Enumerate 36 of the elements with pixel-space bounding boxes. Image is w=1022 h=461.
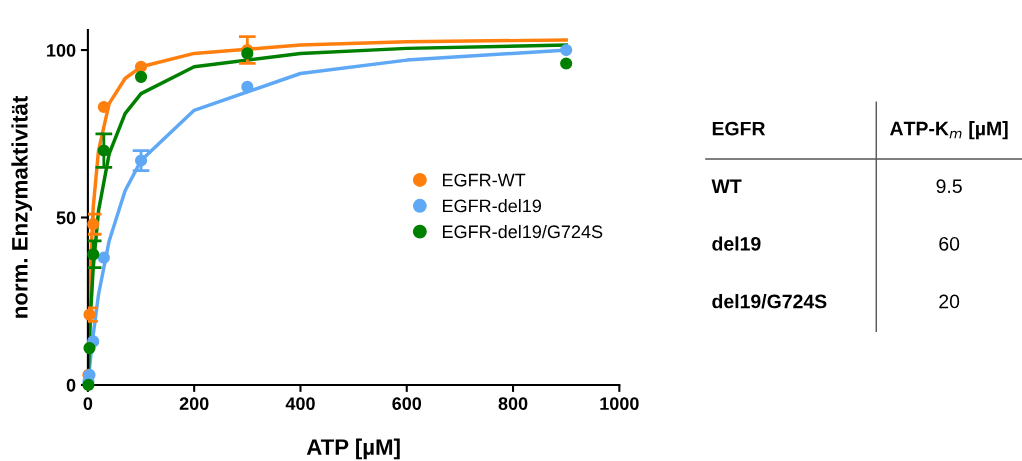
legend-label: EGFR-WT [443, 173, 526, 187]
y-tick-label: 50 [56, 211, 76, 225]
point [97, 251, 110, 264]
point [134, 70, 148, 83]
x-tick-label: 0 [83, 397, 93, 410]
point [97, 144, 110, 157]
y-tick-label: 100 [47, 43, 76, 57]
point [134, 154, 148, 167]
x-tick-label: 800 [498, 397, 528, 410]
x-axis-title: ATP [µM] [306, 438, 400, 460]
x-tick-label: 600 [392, 397, 422, 410]
legend-label: EGFR-del19/G724S [443, 224, 603, 239]
category-label: WT [711, 179, 742, 193]
data-label: 60 [939, 236, 960, 251]
legend-label: EGFR-del19 [443, 199, 542, 213]
y-tick-label: 0 [66, 378, 76, 392]
point [82, 378, 95, 392]
y-axis-title: norm. Enzymaktivität [11, 95, 33, 318]
data-label: 20 [939, 294, 960, 309]
x-tick-label: 1000 [600, 397, 639, 410]
point [560, 43, 573, 57]
point [97, 100, 110, 114]
data-label: 9.5 [936, 179, 962, 194]
point [87, 248, 100, 261]
category-label: del19/G724S [712, 294, 827, 309]
point [83, 342, 96, 355]
text: ATP-K$_{m}$ [µM] [890, 121, 1008, 140]
category-label: del19 [712, 236, 761, 251]
x-tick-label: 400 [285, 397, 315, 410]
x-tick-label: 200 [179, 397, 209, 410]
point [87, 218, 100, 231]
point [241, 80, 254, 93]
point [83, 308, 96, 321]
point [134, 60, 148, 73]
point [560, 57, 573, 70]
text: EGFR [712, 121, 766, 136]
